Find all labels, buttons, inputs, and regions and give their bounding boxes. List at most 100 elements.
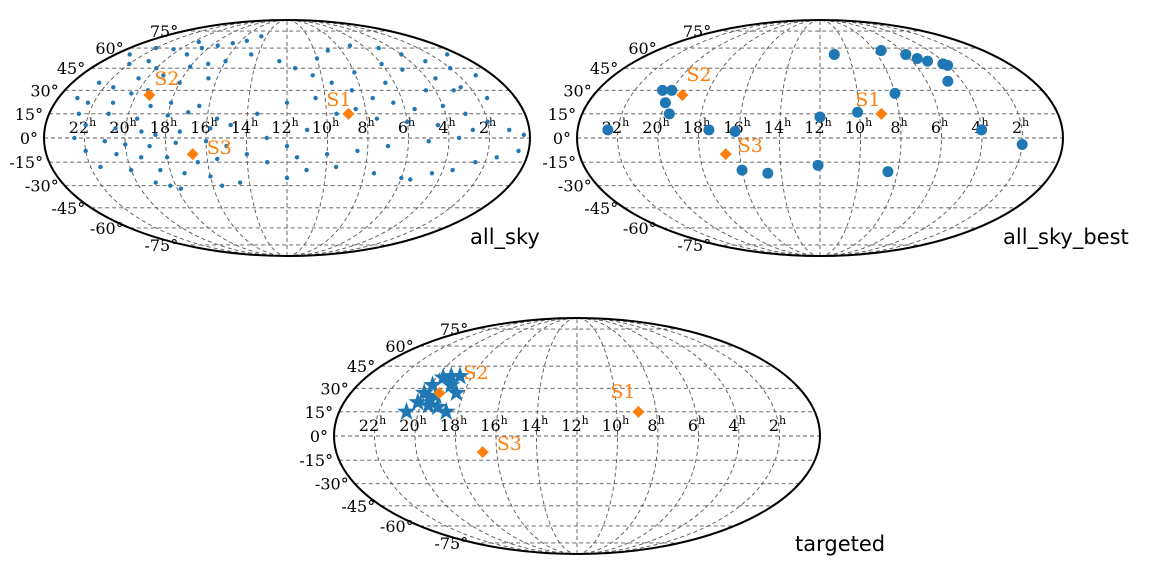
event-point bbox=[942, 59, 954, 71]
event-point bbox=[208, 126, 213, 131]
event-point bbox=[374, 116, 380, 121]
ra-tick-label: 10h bbox=[602, 414, 629, 435]
ra-tick-label: 12h bbox=[271, 116, 298, 137]
event-point bbox=[314, 56, 320, 61]
event-point bbox=[889, 87, 901, 99]
event-point bbox=[284, 143, 290, 149]
dec-tick-label: 0° bbox=[310, 427, 328, 446]
event-star-marker bbox=[408, 392, 428, 411]
source-marker-s2 bbox=[143, 88, 156, 101]
event-point bbox=[900, 48, 912, 60]
event-point bbox=[136, 76, 141, 81]
source-label-s1: S1 bbox=[326, 89, 351, 111]
event-point bbox=[762, 167, 774, 179]
ra-tick-label: 4h bbox=[438, 116, 455, 137]
event-point bbox=[203, 139, 209, 144]
ra-tick-label: 10h bbox=[845, 116, 872, 137]
ra-tick-label: 16h bbox=[480, 414, 507, 435]
graticule bbox=[334, 317, 820, 555]
source-label-s2: S2 bbox=[686, 64, 711, 86]
event-point bbox=[521, 132, 527, 137]
event-point bbox=[736, 164, 748, 176]
event-point bbox=[168, 183, 173, 188]
event-point bbox=[228, 122, 233, 128]
event-point bbox=[237, 180, 243, 185]
event-point bbox=[456, 135, 462, 141]
source-label-s2: S2 bbox=[463, 362, 488, 384]
panel-title: all_sky bbox=[470, 225, 540, 250]
ra-tick-label: 8h bbox=[890, 116, 907, 137]
event-point bbox=[224, 143, 229, 149]
source-marker-s1 bbox=[875, 107, 888, 120]
event-point bbox=[215, 156, 220, 162]
dec-tick-label: -15° bbox=[9, 153, 43, 172]
event-point bbox=[666, 84, 678, 96]
dec-tick-label: -60° bbox=[90, 219, 124, 238]
dec-tick-label: 75° bbox=[440, 320, 468, 339]
event-point bbox=[663, 108, 675, 120]
meridian-line bbox=[286, 19, 328, 257]
event-point bbox=[277, 58, 282, 64]
event-point bbox=[113, 126, 118, 131]
event-point bbox=[284, 175, 290, 181]
event-point bbox=[657, 84, 669, 96]
dec-tick-label: 75° bbox=[150, 22, 178, 41]
ra-tick-label: 6h bbox=[398, 116, 415, 137]
dec-tick-label: -75° bbox=[144, 236, 178, 255]
meridian-line bbox=[536, 317, 578, 555]
event-point bbox=[111, 85, 116, 90]
event-point bbox=[470, 127, 476, 133]
event-point bbox=[334, 111, 339, 117]
event-point bbox=[106, 111, 111, 117]
event-point bbox=[484, 95, 490, 101]
dec-tick-label: -30° bbox=[25, 177, 59, 196]
event-point bbox=[659, 97, 671, 109]
event-point bbox=[435, 122, 441, 128]
event-point bbox=[128, 167, 134, 173]
event-point bbox=[72, 135, 77, 141]
source-label-s1: S1 bbox=[610, 381, 635, 403]
event-point bbox=[85, 100, 91, 105]
event-point bbox=[83, 148, 88, 154]
event-point bbox=[304, 167, 309, 173]
event-point bbox=[882, 166, 894, 178]
event-point bbox=[852, 106, 864, 118]
event-point bbox=[828, 48, 840, 60]
event-point bbox=[324, 151, 330, 157]
event-point bbox=[729, 126, 741, 138]
ra-tick-label: 16h bbox=[190, 116, 217, 137]
event-point bbox=[383, 80, 388, 85]
event-point bbox=[1016, 138, 1028, 150]
event-point bbox=[123, 142, 128, 147]
source-marker-s1 bbox=[632, 405, 645, 418]
event-star-marker bbox=[420, 387, 440, 406]
dec-tick-label: 75° bbox=[683, 22, 711, 41]
event-point bbox=[147, 143, 152, 149]
event-point bbox=[516, 148, 521, 154]
ra-tick-label: 6h bbox=[688, 414, 705, 435]
event-point bbox=[177, 80, 182, 85]
event-point bbox=[219, 183, 225, 188]
dec-tick-label: 60° bbox=[95, 39, 123, 58]
event-point bbox=[399, 52, 404, 57]
meridian-line bbox=[374, 317, 578, 555]
meridian-line bbox=[576, 317, 699, 555]
event-point bbox=[440, 103, 446, 109]
event-point bbox=[423, 88, 429, 93]
source-label-s1: S1 bbox=[855, 89, 880, 111]
event-point bbox=[249, 52, 254, 57]
source-label-s3: S3 bbox=[207, 137, 232, 159]
dec-tick-label: -75° bbox=[434, 534, 468, 553]
event-point bbox=[98, 164, 103, 170]
event-point bbox=[385, 143, 391, 149]
event-point bbox=[206, 76, 211, 81]
event-point bbox=[146, 58, 151, 64]
event-point bbox=[264, 159, 270, 165]
meridian-line bbox=[576, 317, 618, 555]
ra-tick-label: 14h bbox=[764, 116, 791, 137]
event-point bbox=[214, 116, 220, 121]
event-point bbox=[153, 132, 158, 137]
ra-tick-label: 20h bbox=[109, 116, 136, 137]
event-point bbox=[379, 61, 384, 67]
dec-tick-label: -60° bbox=[623, 219, 657, 238]
